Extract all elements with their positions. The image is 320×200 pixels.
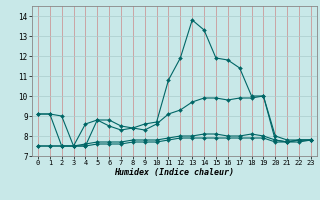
X-axis label: Humidex (Indice chaleur): Humidex (Indice chaleur)	[115, 168, 234, 177]
